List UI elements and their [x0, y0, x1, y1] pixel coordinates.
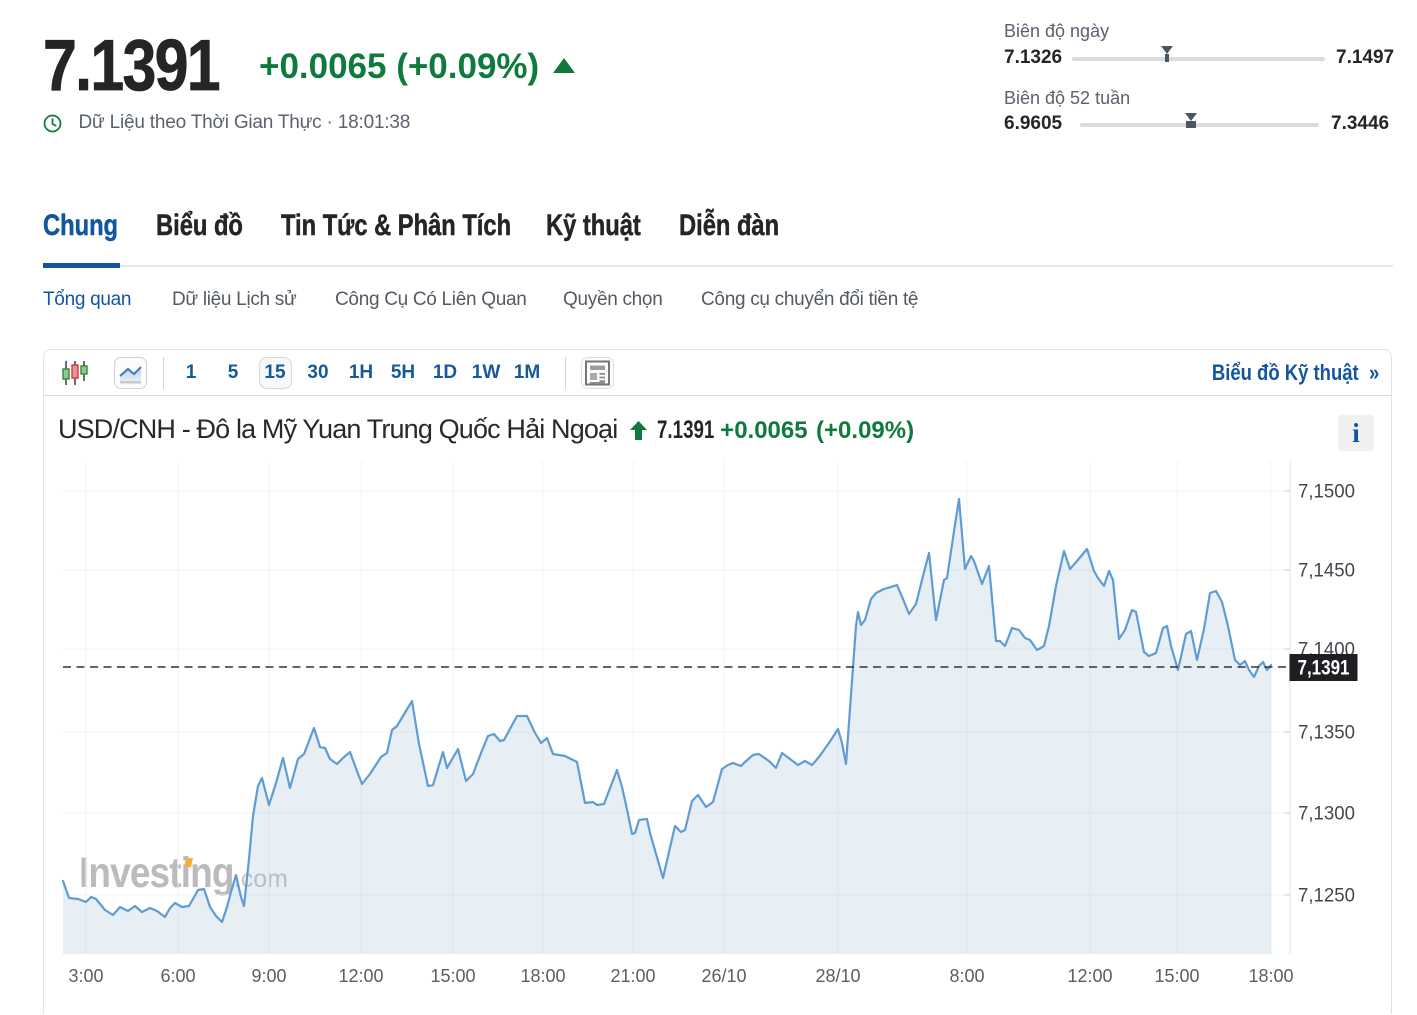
svg-text:18:00: 18:00 — [1248, 966, 1293, 986]
svg-text:28/10: 28/10 — [815, 966, 860, 986]
svg-text:7,1500: 7,1500 — [1298, 482, 1355, 503]
svg-text:3:00: 3:00 — [68, 966, 103, 986]
svg-text:7,1391: 7,1391 — [1298, 657, 1350, 680]
svg-text:7,1450: 7,1450 — [1298, 561, 1355, 582]
svg-text:15:00: 15:00 — [430, 966, 475, 986]
svg-text:26/10: 26/10 — [701, 966, 746, 986]
svg-text:6:00: 6:00 — [160, 966, 195, 986]
svg-text:9:00: 9:00 — [251, 966, 286, 986]
svg-text:7,1250: 7,1250 — [1298, 886, 1355, 907]
svg-text:15:00: 15:00 — [1154, 966, 1199, 986]
svg-text:7,1300: 7,1300 — [1298, 804, 1355, 825]
svg-text:18:00: 18:00 — [520, 966, 565, 986]
svg-text:12:00: 12:00 — [1067, 966, 1112, 986]
svg-text:8:00: 8:00 — [949, 966, 984, 986]
svg-text:7,1350: 7,1350 — [1298, 723, 1355, 744]
svg-text:21:00: 21:00 — [610, 966, 655, 986]
svg-text:12:00: 12:00 — [338, 966, 383, 986]
